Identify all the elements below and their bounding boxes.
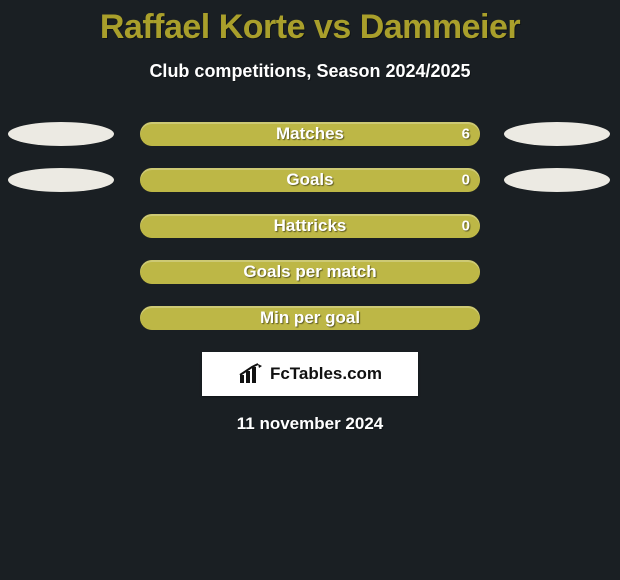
stat-bar: Goals per match xyxy=(140,260,480,284)
brand-text: FcTables.com xyxy=(270,364,382,384)
stat-bar: Hattricks0 xyxy=(140,214,480,238)
stat-bar: Goals0 xyxy=(140,168,480,192)
stat-bar-fill xyxy=(140,214,480,238)
stat-bar: Min per goal xyxy=(140,306,480,330)
bars-icon xyxy=(238,363,264,385)
date: 11 november 2024 xyxy=(0,414,620,434)
stat-bar-fill xyxy=(140,122,480,146)
stat-row: Goals per match xyxy=(0,260,620,284)
stat-row: Min per goal xyxy=(0,306,620,330)
stat-bar: Matches6 xyxy=(140,122,480,146)
right-ellipse xyxy=(504,122,610,146)
page-title: Raffael Korte vs Dammeier xyxy=(0,0,620,47)
left-ellipse xyxy=(8,122,114,146)
stat-bar-fill xyxy=(140,260,480,284)
infographic-canvas: Raffael Korte vs Dammeier Club competiti… xyxy=(0,0,620,580)
stat-bar-fill xyxy=(140,168,480,192)
stat-rows: Matches6 Goals0 Hattricks0 Goals per match M… xyxy=(0,122,620,330)
stat-row: Matches6 xyxy=(0,122,620,146)
right-ellipse xyxy=(504,168,610,192)
brand-box: FcTables.com xyxy=(202,352,418,396)
left-ellipse xyxy=(8,168,114,192)
stat-row: Goals0 xyxy=(0,168,620,192)
subtitle: Club competitions, Season 2024/2025 xyxy=(0,61,620,82)
stat-row: Hattricks0 xyxy=(0,214,620,238)
stat-bar-fill xyxy=(140,306,480,330)
